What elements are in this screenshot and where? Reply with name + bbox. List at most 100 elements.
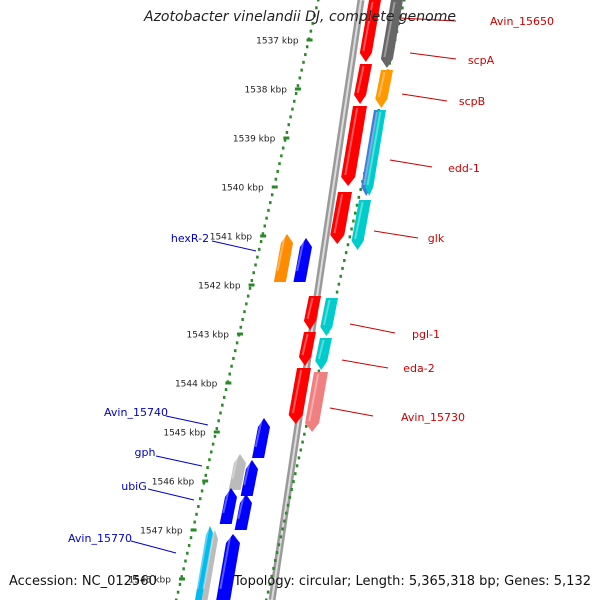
scale-tick-left <box>228 372 231 376</box>
reverse-gene-glyph-shine <box>202 531 215 590</box>
scale-tick-left <box>221 403 224 407</box>
reverse-leader <box>165 415 209 426</box>
scale-tick-right <box>341 266 344 270</box>
scale-tick-left <box>313 14 316 18</box>
scale-tick-left <box>300 68 303 72</box>
scale-tick-left <box>245 302 248 306</box>
scale-tick-left <box>243 310 246 314</box>
scale-tick-left <box>276 169 279 173</box>
scale-tick-left <box>298 76 302 80</box>
scale-tick-left <box>311 21 314 25</box>
reverse-gene-glyph <box>234 494 252 530</box>
reverse-gene-label: ubiG <box>121 480 147 493</box>
reverse-gene-glyph <box>240 460 258 496</box>
scale-tick-right <box>403 0 406 2</box>
reverse-gene-label: gph <box>135 446 156 459</box>
forward-gene-label: scpB <box>459 95 485 108</box>
forward-leader <box>349 323 396 334</box>
scale-tick-right <box>335 290 339 294</box>
gph-glyph-shine <box>231 455 239 480</box>
major-tick <box>236 332 243 336</box>
scale-tick-left <box>224 388 228 392</box>
kbp-label: 1542 kbp <box>198 282 241 292</box>
forward-gene-glyph-shine <box>356 65 365 94</box>
scale-tick-right <box>266 590 270 594</box>
scale-tick-left <box>296 84 300 88</box>
gene-label-leaders <box>130 17 457 554</box>
major-tick <box>213 430 220 434</box>
kbp-label: 1543 kbp <box>187 331 230 341</box>
forward-leader <box>409 52 457 60</box>
scale-tick-left <box>232 356 235 360</box>
scale-tick-left <box>195 512 198 516</box>
scale-tick-left <box>254 263 257 267</box>
scale-tick-right <box>284 511 288 515</box>
scale-tick-right <box>290 487 293 491</box>
reverse-gene-glyph-shine <box>296 239 305 272</box>
forward-leader <box>341 359 389 369</box>
scale-tick-left <box>265 216 268 220</box>
scale-tick-left <box>291 107 294 111</box>
reverse-gene-glyph-shine <box>219 535 232 590</box>
scale-tick-left <box>305 45 309 49</box>
scale-tick-left <box>230 364 233 368</box>
scale-tick-left <box>293 99 296 103</box>
scale-tick-right <box>274 559 277 563</box>
kbp-label: 1548 kbp <box>129 576 172 586</box>
reverse-gene-label: hexR-2 <box>171 232 209 245</box>
scale-tick-right <box>348 235 352 239</box>
scale-tick-left <box>213 434 217 438</box>
kbp-label: 1547 kbp <box>140 527 183 537</box>
forward-leader <box>401 93 448 102</box>
scale-tick-right <box>265 598 268 600</box>
reverse-gene-glyph <box>293 238 312 282</box>
Avin_15770-glyph-shine <box>196 527 210 590</box>
major-tick <box>225 381 232 385</box>
major-tick <box>294 87 301 91</box>
scale-tick-left <box>285 130 289 134</box>
scale-ticks-left <box>175 0 320 600</box>
kbp-label: 1540 kbp <box>221 184 264 194</box>
scale-tick-left <box>309 29 313 33</box>
scale-tick-left <box>239 325 243 329</box>
scale-tick-left <box>287 123 290 127</box>
forward-gene-glyph-shine <box>291 369 303 414</box>
kbp-label: 1545 kbp <box>163 429 206 439</box>
forward-gene-glyph-shine <box>344 107 359 176</box>
forward-gene-glyph-shine <box>333 193 344 234</box>
glk-glyph-shine <box>354 201 364 240</box>
scale-tick-right <box>399 14 402 18</box>
scpA-glyph-shine <box>383 1 396 58</box>
eda-2-glyph-shine <box>317 339 325 360</box>
forward-gene-glyph <box>354 64 372 104</box>
scale-tick-right <box>292 480 295 484</box>
scale-tick-right <box>279 535 283 539</box>
scale-tick-right <box>268 582 272 586</box>
pgl-1-glyph <box>320 298 338 336</box>
scale-tick-left <box>269 201 272 205</box>
major-tick <box>271 185 278 189</box>
scale-tick-right <box>355 203 359 207</box>
scale-tick-left <box>222 395 226 399</box>
forward-gene-label: eda-2 <box>403 362 434 375</box>
forward-gene-glyph <box>303 296 321 330</box>
scale-tick-right <box>297 456 301 460</box>
Avin_15740-glyph <box>252 418 270 458</box>
Avin_15770-glyph <box>195 526 214 600</box>
major-tick <box>190 528 197 532</box>
reverse-leader <box>155 455 203 467</box>
forward-gene-glyph <box>330 192 352 244</box>
scale-tick-right <box>343 259 346 263</box>
Avin_15740-glyph-shine <box>254 419 263 448</box>
scale-tick-left <box>217 419 220 423</box>
Avin_15730-glyph-shine <box>308 373 320 422</box>
scale-tick-right <box>301 440 304 444</box>
gene-labels: Avin_15650 scpA scpB edd-1 glk pgl-1 eda-2 Avin… <box>68 15 554 545</box>
scale-tick-left <box>219 411 222 415</box>
scale-tick-right <box>277 543 281 547</box>
forward-leader <box>329 407 374 417</box>
scale-tick-left <box>263 224 267 228</box>
edd-1-glyph-shine <box>363 111 378 186</box>
scale-tick-left <box>252 271 255 275</box>
scale-tick-right <box>299 448 302 452</box>
